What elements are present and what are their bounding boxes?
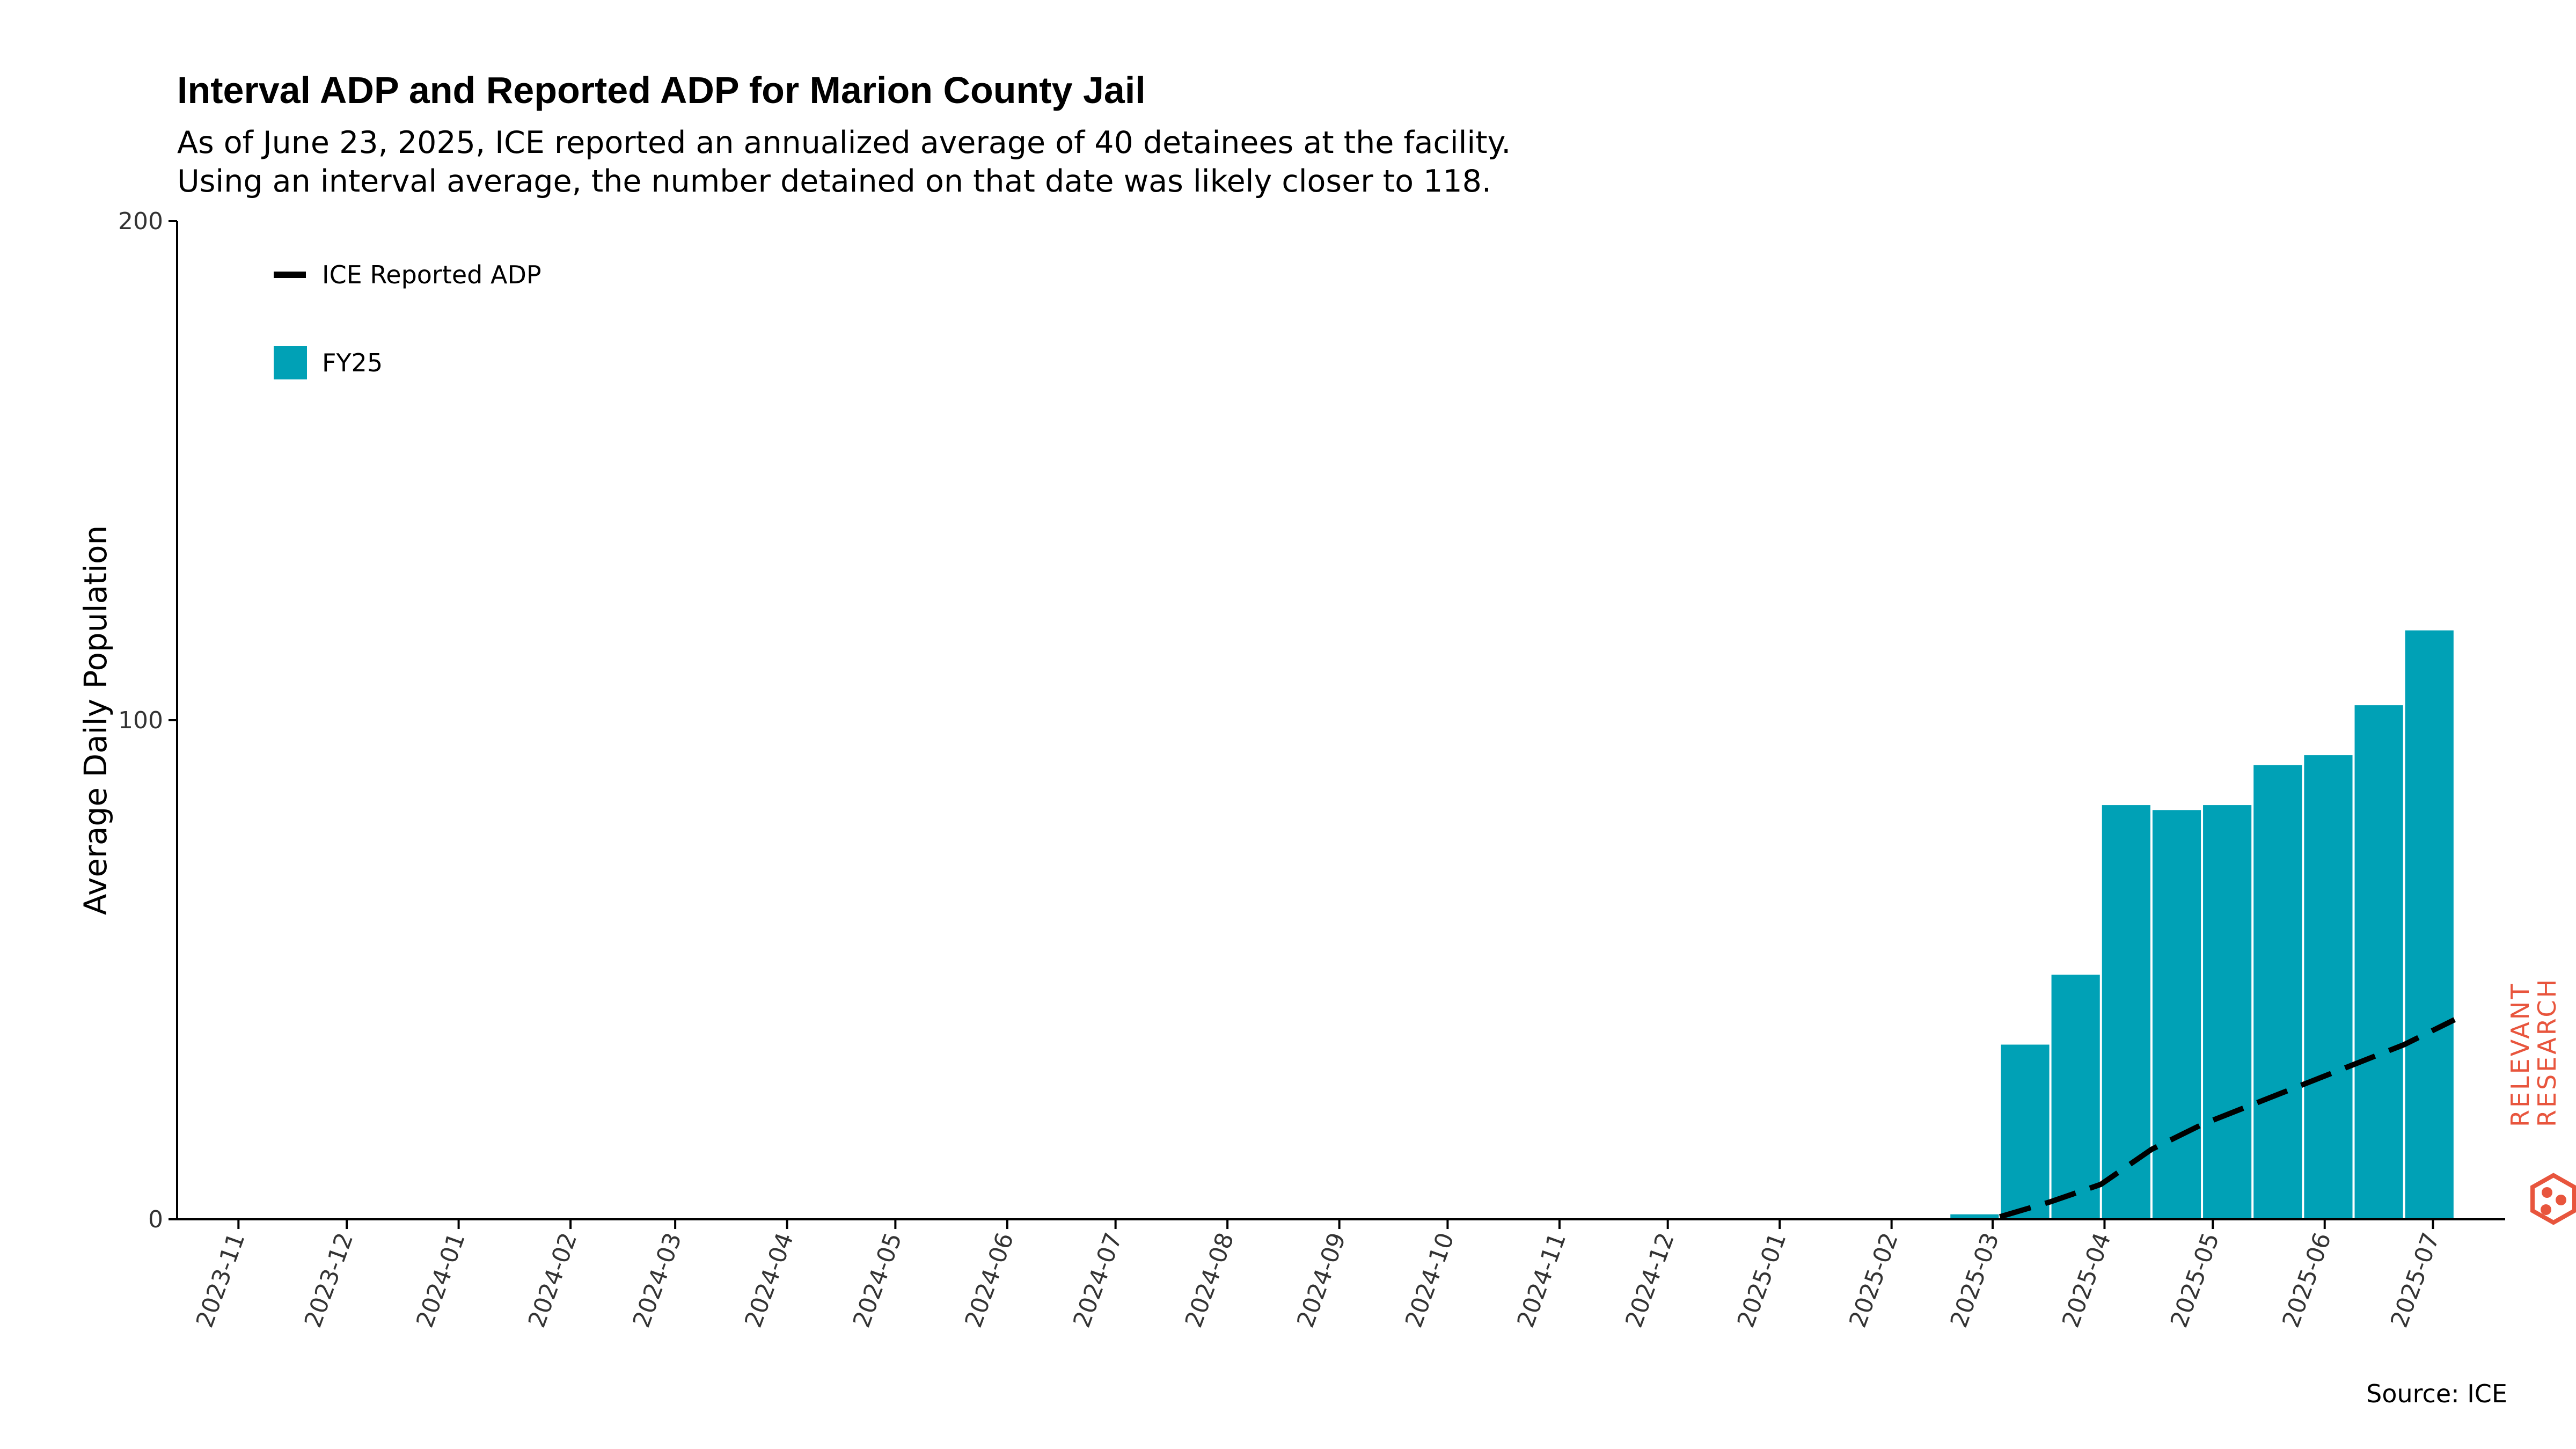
x-tick-label: 2024-07 [1068, 1229, 1128, 1331]
x-tick-label: 2024-08 [1180, 1229, 1240, 1331]
x-tick-label: 2024-06 [960, 1229, 1019, 1331]
x-tick-label: 2024-04 [740, 1229, 799, 1331]
x-tick-label: 2025-07 [2385, 1229, 2445, 1331]
brand-text-line-1: RELEVANT [2506, 982, 2535, 1127]
y-tick-label: 0 [148, 1206, 163, 1233]
chart-title: Interval ADP and Reported ADP for Marion… [177, 69, 1146, 111]
x-tick-label: 2025-01 [1732, 1229, 1792, 1331]
legend: ICE Reported ADP FY25 [274, 260, 541, 379]
x-tick-label: 2024-05 [848, 1229, 908, 1331]
x-tick-label: 2025-06 [2277, 1229, 2337, 1331]
bar [2304, 755, 2353, 1219]
bar-group [1950, 630, 2454, 1219]
x-tick-label: 2025-02 [1844, 1229, 1904, 1331]
relevant-research-logo: RELEVANT RESEARCH [2506, 977, 2576, 1225]
x-tick-label: 2024-10 [1400, 1229, 1460, 1331]
chart-subtitle-line-1: As of June 23, 2025, ICE reported an ann… [177, 125, 1511, 160]
y-ticks: 0 100 200 [118, 208, 177, 1233]
bar [2405, 630, 2454, 1219]
x-tick-label: 2023-12 [299, 1229, 359, 1331]
brand-dot-icon [2542, 1187, 2552, 1198]
brand-text-line-2: RESEARCH [2533, 977, 2562, 1127]
y-tick-label: 100 [118, 707, 163, 734]
bar [2253, 765, 2302, 1219]
bar [2354, 705, 2403, 1219]
x-tick-label: 2024-02 [523, 1229, 583, 1331]
brand-dot-icon [2541, 1204, 2551, 1215]
legend-label-fy25: FY25 [322, 348, 383, 377]
bar [2001, 1044, 2050, 1219]
x-tick-label: 2025-04 [2057, 1229, 2117, 1331]
x-tick-label: 2025-05 [2165, 1229, 2225, 1331]
bar [2051, 975, 2100, 1219]
brand-hexagon-icon [2530, 1173, 2576, 1225]
legend-swatch-fy25 [274, 346, 307, 379]
source-note: Source: ICE [2366, 1379, 2507, 1408]
ice-reported-adp-line [1999, 1017, 2456, 1220]
bar [2203, 805, 2252, 1219]
y-axis-label: Average Daily Population [77, 525, 114, 916]
y-tick-label: 200 [118, 208, 163, 235]
x-tick-label: 2024-09 [1292, 1229, 1351, 1331]
bar [2152, 810, 2201, 1219]
brand-dot-icon [2556, 1195, 2566, 1205]
x-tick-label: 2025-03 [1945, 1229, 2005, 1331]
x-tick-label: 2024-12 [1620, 1229, 1680, 1331]
bar [1950, 1214, 1999, 1219]
x-tick-label: 2023-11 [191, 1229, 251, 1331]
x-tick-label: 2024-03 [628, 1229, 687, 1331]
bar [2102, 805, 2150, 1219]
x-tick-label: 2024-11 [1512, 1229, 1571, 1331]
legend-label-ice-reported-adp: ICE Reported ADP [322, 260, 541, 289]
chart-subtitle-line-2: Using an interval average, the number de… [177, 164, 1491, 199]
x-tick-label: 2024-01 [411, 1229, 471, 1331]
x-ticks: 2023-11 2023-12 2024-01 2024-02 2024-03 2024-… [191, 1219, 2445, 1331]
